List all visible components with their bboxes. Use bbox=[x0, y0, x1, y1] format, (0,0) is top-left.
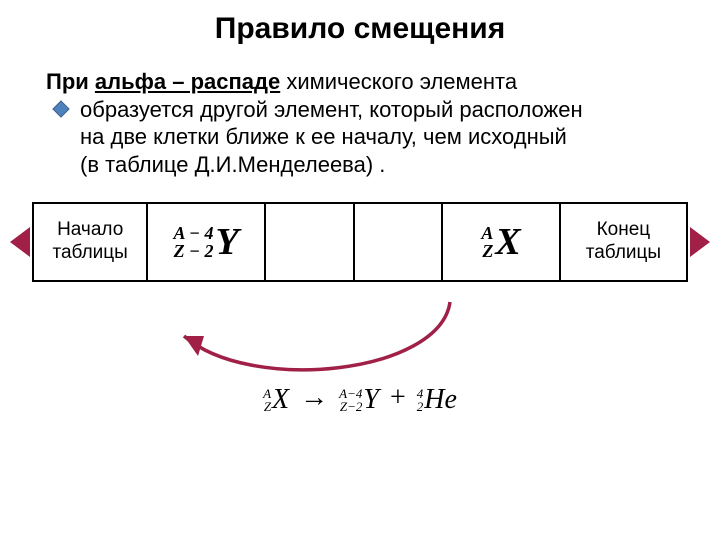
body-line-2: образуется другой элемент, который распо… bbox=[80, 96, 674, 124]
eq-x-top: A bbox=[263, 387, 271, 400]
start-label-line1: Начало bbox=[53, 219, 128, 242]
x-charge: Z bbox=[482, 242, 493, 260]
eq-he-bot: 2 bbox=[417, 400, 424, 413]
eq-y-top: A−4 bbox=[339, 387, 362, 400]
y-symbol: Y bbox=[215, 220, 238, 264]
cell-end-label: Конец таблицы bbox=[561, 204, 686, 280]
x-supsub: A Z bbox=[481, 224, 493, 260]
eq-x-ss: A Z bbox=[263, 387, 271, 413]
eq-he-top: 4 bbox=[417, 387, 424, 400]
periodic-table-strip: Начало таблицы A − 4 Z − 2 Y A Z X Конец… bbox=[32, 202, 688, 282]
eq-x-bot: Z bbox=[264, 400, 271, 413]
diamond-shape bbox=[53, 100, 69, 116]
end-label-line1: Конец bbox=[586, 219, 661, 242]
body-line-4: (в таблице Д.И.Менделеева) . bbox=[80, 151, 674, 179]
body-paragraph: При альфа – распаде химического элемента… bbox=[0, 68, 720, 178]
cell-start-label: Начало таблицы bbox=[34, 204, 148, 280]
body-line-1: При альфа – распаде химического элемента bbox=[46, 68, 674, 96]
y-mass: A − 4 bbox=[174, 224, 214, 242]
curve-path bbox=[184, 302, 450, 370]
decay-equation: A Z X → A−4 Z−2 Y + 4 2 He bbox=[0, 382, 720, 416]
cell-y-element: A − 4 Z − 2 Y bbox=[148, 204, 266, 280]
body-line1-prefix: При bbox=[46, 69, 95, 94]
indented-lines: образуется другой элемент, который распо… bbox=[46, 96, 674, 179]
start-label: Начало таблицы bbox=[53, 219, 128, 265]
cell-x-element: A Z X bbox=[443, 204, 561, 280]
eq-plus: + bbox=[390, 382, 406, 413]
eq-he-ss: 4 2 bbox=[417, 387, 424, 413]
diamond-bullet-icon bbox=[52, 100, 70, 118]
table-cells: Начало таблицы A − 4 Z − 2 Y A Z X Конец… bbox=[32, 202, 688, 282]
arrow-right-icon bbox=[690, 227, 710, 257]
x-mass: A bbox=[481, 224, 493, 242]
eq-he: 4 2 He bbox=[417, 382, 457, 416]
eq-y-sym: Y bbox=[363, 384, 379, 416]
eq-y: A−4 Z−2 Y bbox=[339, 382, 379, 416]
curve-arrowhead bbox=[184, 336, 204, 356]
eq-y-ss: A−4 Z−2 bbox=[339, 387, 362, 413]
body-line-3: на две клетки ближе к ее началу, чем исх… bbox=[80, 123, 674, 151]
eq-x-sym: X bbox=[272, 384, 289, 416]
end-label-line2: таблицы bbox=[586, 242, 661, 265]
start-label-line2: таблицы bbox=[53, 242, 128, 265]
cell-empty-2 bbox=[355, 204, 444, 280]
arrow-left-icon bbox=[10, 227, 30, 257]
y-supsub: A − 4 Z − 2 bbox=[174, 224, 214, 260]
eq-y-bot: Z−2 bbox=[340, 400, 363, 413]
y-charge: Z − 2 bbox=[174, 242, 214, 260]
eq-arrow: → bbox=[300, 382, 328, 413]
end-label: Конец таблицы bbox=[586, 219, 661, 265]
eq-he-sym: He bbox=[424, 384, 457, 416]
slide-title: Правило смещения bbox=[0, 0, 720, 68]
x-symbol: X bbox=[495, 220, 520, 264]
cell-empty-1 bbox=[266, 204, 355, 280]
alpha-decay-term: альфа – распаде bbox=[95, 69, 280, 94]
body-line1-suffix: химического элемента bbox=[280, 69, 517, 94]
eq-x: A Z X bbox=[263, 382, 289, 416]
